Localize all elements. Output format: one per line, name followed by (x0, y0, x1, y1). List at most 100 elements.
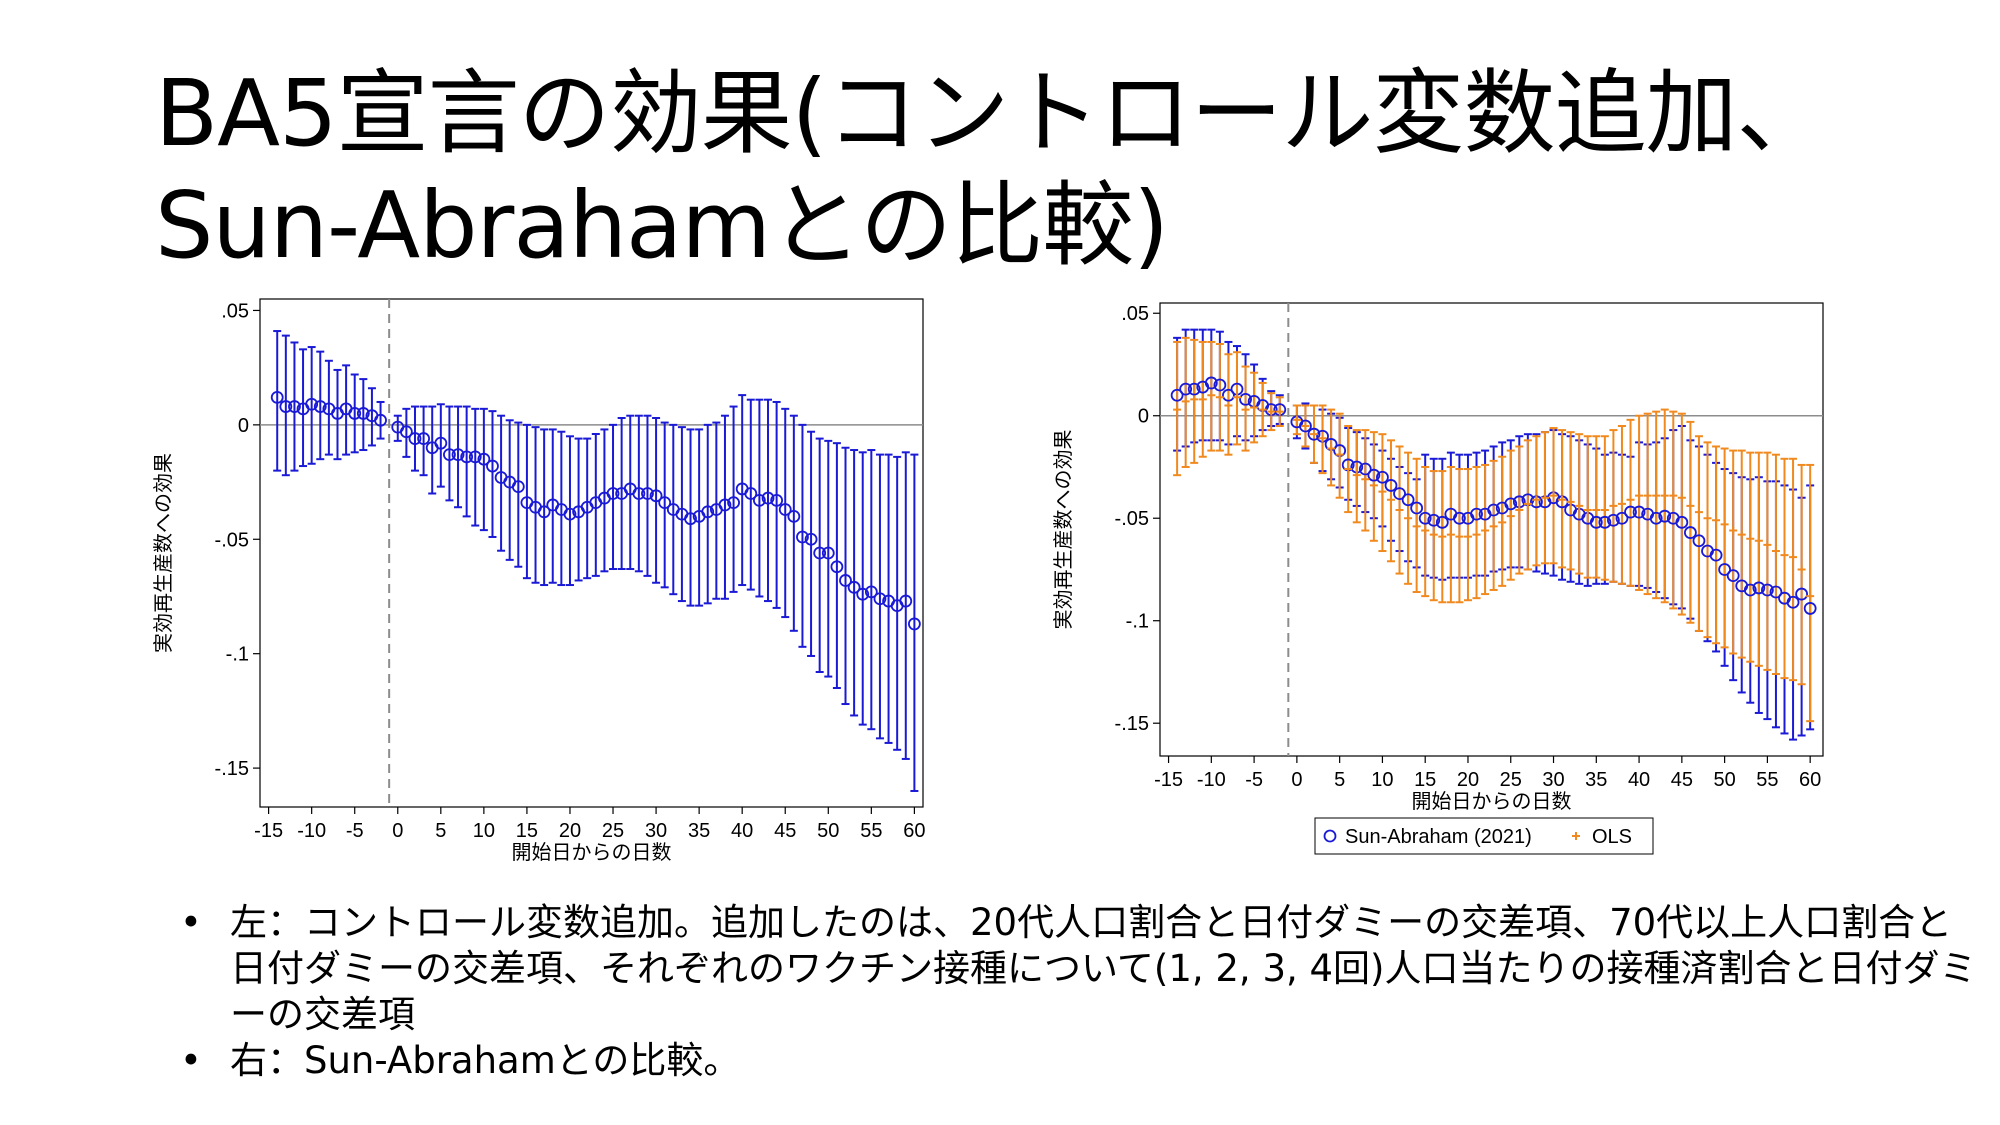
point-marker-circle (1726, 569, 1740, 583)
legend-box (1314, 817, 1654, 855)
point-marker-circle (1427, 513, 1441, 527)
legend-marker-circle (1323, 829, 1337, 843)
point-marker-plus (1686, 501, 1695, 510)
point-marker-circle (1607, 513, 1620, 527)
point-marker-circle (1435, 515, 1449, 529)
point-marker-plus (1737, 530, 1746, 539)
point-marker-circle (787, 509, 801, 523)
point-marker-plus (1318, 434, 1327, 443)
point-marker-circle (1376, 470, 1389, 484)
point-marker-plus (1369, 481, 1378, 490)
point-marker-plus (1489, 522, 1498, 531)
x-tick-label: 5 (435, 820, 446, 842)
point-marker-plus (1763, 540, 1772, 549)
point-marker-circle (348, 407, 362, 420)
point-marker-circle (443, 448, 456, 462)
point-marker-plus (1224, 401, 1233, 410)
point-marker-plus (1292, 415, 1301, 424)
x-tick-label: -10 (1197, 769, 1226, 791)
point-marker-circle (1709, 548, 1723, 562)
bullet-text-right-note: 右：Sun-Abrahamとの比較。 (230, 1039, 741, 1082)
point-marker-circle (1743, 583, 1757, 597)
point-marker-plus (1275, 407, 1284, 416)
point-marker-plus (1789, 553, 1798, 562)
point-marker-circle (1213, 378, 1227, 392)
point-marker-plus (1566, 497, 1575, 506)
legend-marker-plus (1572, 832, 1580, 840)
right-chart: .05 0 -.05 -.1 -.15 -15 -10 -5 0 5 10 15 20 25 30 35 40 4… (1052, 302, 1824, 855)
point-marker-circle (847, 580, 861, 594)
point-marker-circle (1795, 587, 1809, 601)
point-marker-circle (1760, 583, 1774, 597)
point-marker-circle (899, 594, 913, 608)
x-tick-label: 40 (731, 820, 753, 842)
point-marker-circle (1624, 505, 1637, 519)
y-tick-label: -.1 (1126, 611, 1149, 633)
point-marker-plus (1806, 592, 1815, 601)
x-tick-label: 60 (903, 820, 925, 842)
point-marker-plus (1267, 407, 1276, 416)
point-marker-circle (434, 436, 448, 450)
x-tick-label: 30 (645, 820, 667, 842)
legend-label-ols: OLS (1592, 826, 1632, 848)
point-marker-circle (1752, 581, 1766, 595)
point-marker-plus (1609, 501, 1618, 510)
point-marker-circle (1367, 468, 1381, 482)
x-tick-label: 5 (1334, 769, 1345, 791)
point-marker-plus (1575, 501, 1584, 510)
point-marker-plus (1780, 551, 1789, 560)
bullet-text-left-note: 左：コントロール変数追加。追加したのは、20代人口割合と日付ダミーの交差項、70… (230, 901, 1977, 1036)
y-tick-label: -.05 (1115, 508, 1149, 530)
point-marker-plus (1412, 522, 1421, 531)
point-marker-circle (1204, 376, 1218, 390)
point-marker-plus (1703, 514, 1712, 523)
point-marker-circle (356, 407, 370, 420)
point-marker-circle (821, 546, 835, 560)
point-marker-plus (1532, 495, 1541, 504)
point-marker-circle (606, 487, 620, 500)
point-marker-circle (1684, 526, 1697, 539)
point-marker-plus (1344, 465, 1353, 474)
point-marker-circle (658, 496, 672, 510)
point-marker-plus (1446, 530, 1455, 539)
point-marker-circle (744, 487, 758, 500)
point-marker-circle (1307, 427, 1321, 441)
point-marker-circle (288, 400, 301, 413)
point-marker-circle (313, 400, 327, 413)
point-marker-circle (1410, 501, 1424, 515)
x-tick-label: -10 (297, 820, 326, 842)
point-marker-circle (873, 592, 887, 606)
point-marker-plus (1712, 516, 1721, 525)
point-marker-circle (305, 397, 319, 411)
point-marker-circle (641, 487, 654, 500)
point-marker-circle (1769, 585, 1783, 599)
point-marker-plus (1652, 491, 1661, 500)
y-tick-label: .05 (221, 300, 249, 322)
point-marker-circle (1504, 497, 1518, 511)
point-marker-plus (1181, 397, 1190, 406)
point-marker-circle (1358, 462, 1372, 476)
point-marker-circle (1786, 595, 1800, 609)
point-marker-circle (1692, 534, 1706, 548)
point-marker-circle (770, 493, 784, 507)
x-tick-label: 60 (1799, 769, 1821, 791)
x-tick-label: 35 (1585, 769, 1607, 791)
point-marker-circle (468, 450, 482, 464)
x-tick-label: -15 (254, 820, 283, 842)
y-tick-label: 0 (1138, 406, 1149, 428)
point-marker-plus (1361, 475, 1370, 484)
point-marker-plus (1429, 530, 1438, 539)
point-marker-circle (1598, 515, 1612, 529)
point-marker-plus (1592, 506, 1601, 515)
point-marker-circle (417, 432, 430, 445)
y-tick-label: -.15 (215, 758, 249, 780)
point-marker-plus (1694, 508, 1703, 517)
x-tick-label: 20 (559, 820, 581, 842)
x-tick-label: 55 (1756, 769, 1778, 791)
point-marker-plus (1754, 536, 1763, 545)
point-marker-plus (1250, 403, 1259, 412)
point-marker-plus (1232, 393, 1241, 402)
point-marker-plus (1241, 405, 1250, 414)
point-marker-plus (1386, 495, 1395, 504)
point-marker-plus (1421, 526, 1430, 535)
